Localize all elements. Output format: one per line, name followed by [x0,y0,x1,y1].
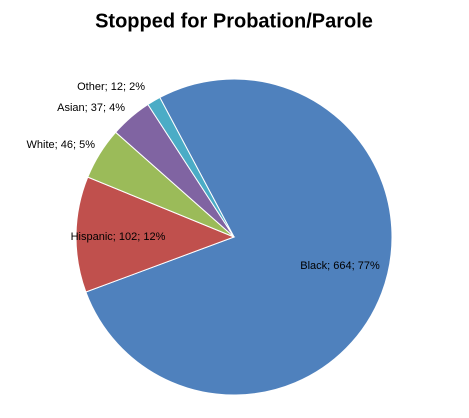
data-label: Asian; 37; 4% [57,102,125,114]
data-label: Black; 664; 77% [300,260,380,272]
pie-slice [75,176,236,293]
data-label: White; 46; 5% [27,139,96,151]
chart-title: Stopped for Probation/Parole [95,10,373,32]
data-label: Other; 12; 2% [77,81,145,93]
pie-slice [147,96,235,238]
data-label: Hispanic; 102; 12% [71,231,166,243]
pie-slice [85,78,393,396]
